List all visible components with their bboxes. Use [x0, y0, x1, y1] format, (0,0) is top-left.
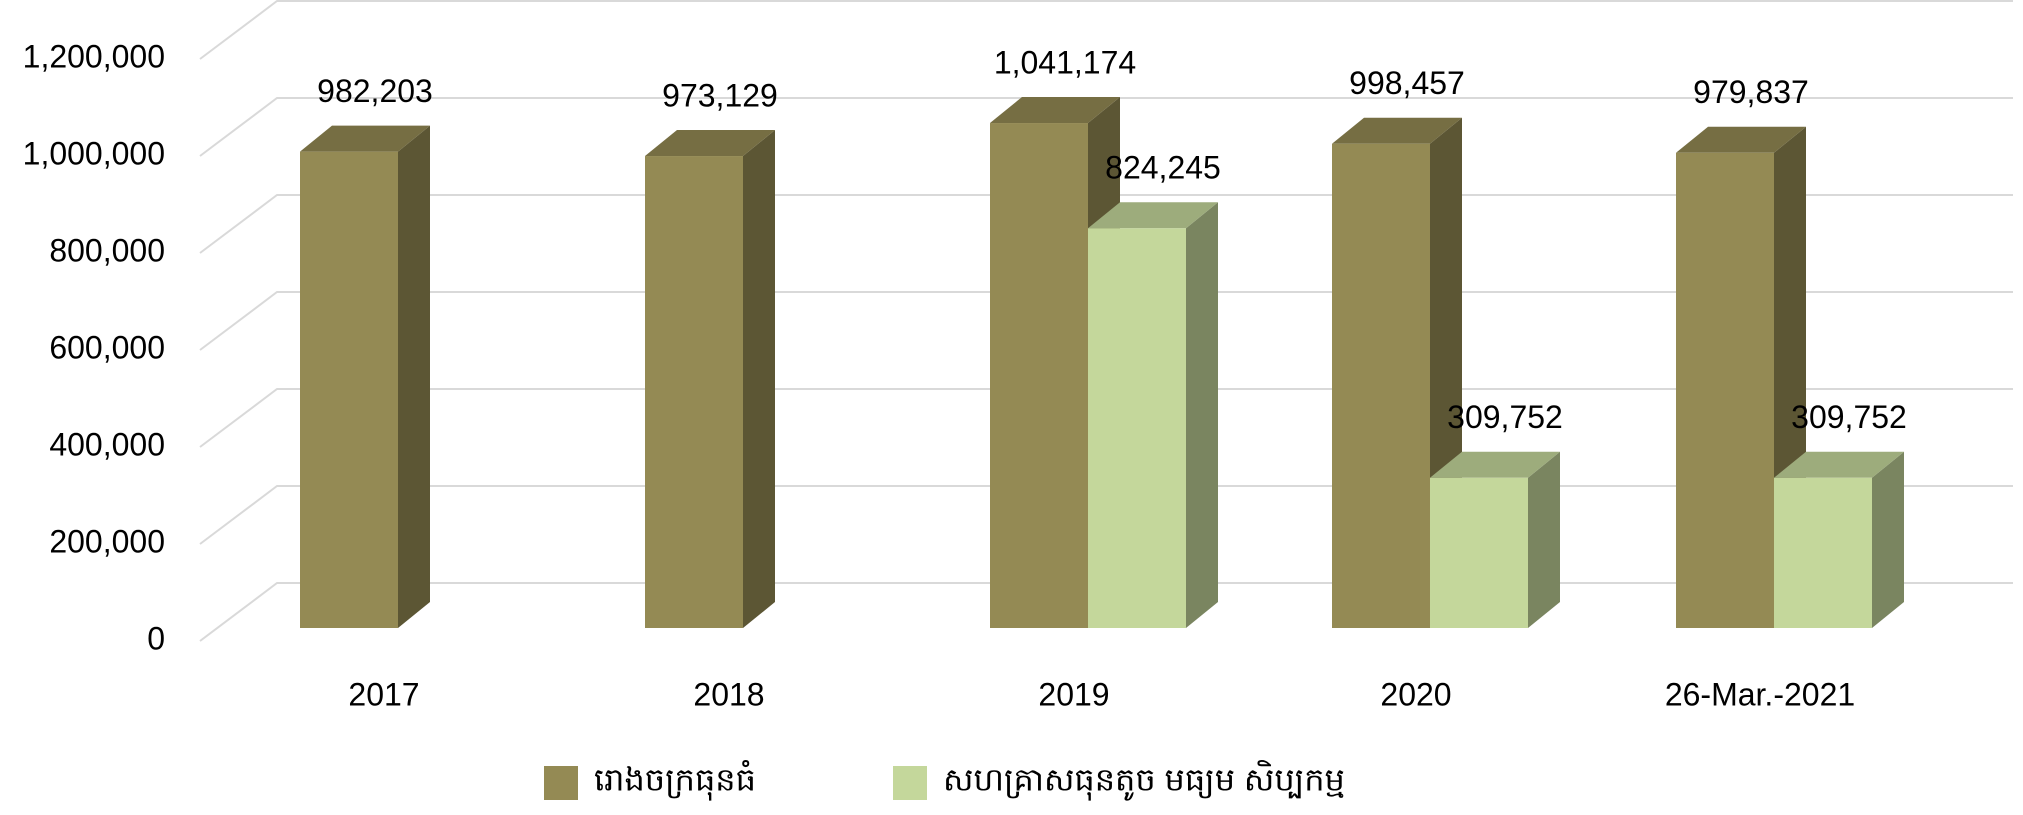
bar-top	[1430, 451, 1560, 478]
y-tick-label: 1,200,000	[23, 38, 165, 74]
data-label: 982,203	[317, 73, 433, 109]
bar	[1088, 228, 1186, 628]
bar-top	[1332, 117, 1462, 144]
bar	[990, 123, 1088, 628]
data-label: 309,752	[1791, 399, 1907, 435]
grid-line	[199, 97, 2013, 157]
legend-label: សហគ្រាសធុនតូច មធ្យម សិប្បកម្ម	[943, 759, 1345, 801]
bar-top	[1774, 451, 1904, 478]
legend-swatch	[544, 766, 578, 800]
data-label: 979,837	[1693, 74, 1809, 110]
bar	[1430, 477, 1528, 628]
bar-top	[645, 130, 775, 157]
bar-side	[1872, 451, 1904, 628]
bar	[300, 151, 398, 629]
y-tick-label: 200,000	[49, 523, 165, 559]
bar-side	[398, 125, 430, 629]
y-tick-label: 600,000	[49, 329, 165, 365]
legend-swatch	[893, 766, 927, 800]
data-label: 973,129	[662, 77, 778, 113]
y-tick-label: 400,000	[49, 426, 165, 462]
x-tick-label: 2020	[1380, 676, 1451, 712]
x-tick-label: 2018	[693, 676, 764, 712]
x-tick-label: 2017	[348, 676, 419, 712]
bar-top	[1088, 202, 1218, 229]
x-tick-label: 2019	[1038, 676, 1109, 712]
data-label: 998,457	[1349, 65, 1465, 101]
y-tick-label: 800,000	[49, 232, 165, 268]
data-label: 1,041,174	[994, 44, 1136, 80]
bar-top	[300, 125, 430, 152]
legend-label: រោងចក្រធុនធំ	[594, 759, 756, 801]
bar-side	[1186, 202, 1218, 628]
bar	[645, 156, 743, 628]
x-tick-label: 26-Mar.-2021	[1665, 676, 1855, 712]
bar	[1774, 477, 1872, 628]
bar-top	[1676, 126, 1806, 153]
y-tick-label: 1,000,000	[23, 135, 165, 171]
data-label: 309,752	[1447, 399, 1563, 435]
data-label: 824,245	[1105, 150, 1221, 186]
y-tick-label: 0	[147, 620, 165, 656]
grid-line	[199, 0, 2013, 60]
bar	[1332, 143, 1430, 628]
bar-side	[1528, 451, 1560, 628]
bar	[1676, 152, 1774, 628]
bar-top	[990, 97, 1120, 124]
bar-side	[743, 130, 775, 628]
